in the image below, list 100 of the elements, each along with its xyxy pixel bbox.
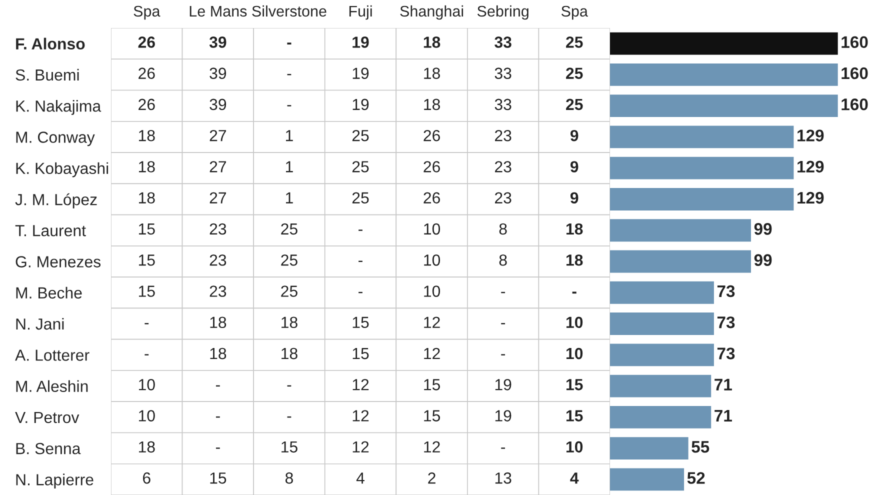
text: -	[501, 354, 506, 356]
data-label: 12	[424, 348, 440, 360]
data-label: 160	[842, 36, 868, 48]
data-label: 13	[495, 472, 512, 484]
text: -	[216, 385, 220, 387]
data-label: 12	[352, 441, 369, 452]
data-label: 26	[424, 130, 440, 142]
data-label: 1	[286, 161, 293, 172]
y-tick-label: V. Petrov	[15, 412, 80, 424]
data-label: 1	[286, 130, 293, 142]
data-label: 18	[138, 441, 155, 453]
data-label: 25	[281, 223, 298, 235]
data-label: 12	[352, 410, 369, 422]
y-tick-label: S. Buemi	[16, 68, 79, 81]
data-label: 18	[282, 316, 298, 328]
data-label: 18	[138, 192, 155, 204]
data-label: 18	[424, 98, 440, 110]
y-tick-label: K. Kobayashi	[16, 162, 108, 178]
data-label: 18	[424, 36, 440, 48]
data-label: 25	[352, 130, 369, 142]
data-label: 18	[210, 316, 226, 328]
data-label: 71	[714, 410, 732, 422]
data-label: 33	[494, 98, 512, 110]
data-label: 15	[282, 441, 298, 453]
data-label: 73	[717, 348, 735, 360]
data-label: 26	[138, 98, 155, 110]
data-label: 129	[798, 160, 824, 173]
data-label: 73	[717, 285, 735, 298]
data-label: 27	[210, 130, 226, 142]
y-tick-label: B. Senna	[16, 442, 81, 454]
y-tick-label: J. M. López	[15, 193, 97, 208]
data-label: 15	[566, 410, 583, 422]
data-label: 6	[143, 472, 150, 484]
y-tick-label: F. Alonso	[16, 38, 85, 50]
data-label: 15	[352, 316, 369, 328]
data-label: 160	[842, 98, 868, 110]
data-label: 23	[210, 286, 226, 297]
data-label: 15	[352, 348, 369, 360]
data-label: 18	[138, 161, 155, 172]
data-label: 10	[566, 348, 583, 360]
data-label: 25	[352, 192, 369, 204]
data-label: 12	[424, 441, 440, 452]
data-label: 19	[495, 410, 512, 422]
x-tick-label: Shanghai	[400, 5, 464, 20]
data-label: 23	[494, 130, 512, 142]
data-label: 8	[499, 254, 507, 266]
text: -	[287, 385, 292, 387]
data-label: 9	[570, 130, 578, 142]
data-label: 33	[494, 36, 512, 48]
data-label: 4	[356, 472, 364, 484]
data-label: 25	[281, 286, 298, 297]
data-label: 10	[138, 410, 155, 422]
data-label: 15	[138, 254, 155, 266]
data-label: 26	[424, 192, 440, 204]
text: -	[287, 42, 292, 45]
y-tick-label: G. Menezes	[16, 256, 101, 268]
data-label: 129	[798, 130, 824, 142]
x-tick-label: Silverstone	[252, 5, 326, 17]
text: -	[287, 416, 292, 418]
text: -	[501, 292, 506, 294]
data-label: 19	[495, 379, 512, 390]
data-label: 23	[210, 254, 226, 266]
x-tick-label: Sebring	[477, 5, 528, 20]
data-label: 18	[138, 130, 155, 142]
data-label: 27	[210, 161, 226, 172]
data-label: 8	[499, 223, 507, 235]
data-label: 9	[570, 192, 578, 204]
data-label: 55	[692, 441, 710, 453]
data-label: 39	[210, 68, 226, 79]
x-tick-label: Le Mans	[190, 6, 247, 17]
data-label: 19	[352, 98, 369, 110]
data-label: 33	[494, 68, 512, 79]
data-label: 25	[352, 161, 369, 172]
data-label: 10	[138, 379, 155, 390]
data-label: 52	[687, 472, 705, 484]
data-label: 25	[281, 254, 298, 266]
y-tick-label: A. Lotterer	[15, 350, 90, 361]
data-label: 10	[566, 441, 583, 453]
y-tick-label: M. Aleshin	[16, 380, 88, 392]
text: -	[287, 105, 292, 106]
data-label: 26	[138, 36, 155, 48]
data-label: 18	[566, 254, 583, 266]
data-label: 19	[352, 68, 369, 79]
data-label: 18	[566, 223, 583, 235]
data-label: 19	[352, 36, 369, 48]
text: -	[358, 230, 362, 231]
data-label: 18	[210, 348, 226, 360]
text: -	[358, 292, 362, 294]
data-label: 9	[570, 161, 578, 172]
data-label: 99	[754, 223, 772, 235]
text: -	[216, 448, 220, 449]
text: -	[144, 354, 149, 356]
x-tick-label: Spa	[134, 6, 160, 20]
data-label: 2	[428, 472, 436, 484]
y-tick-label: M. Beche	[16, 286, 82, 299]
text: -	[501, 323, 506, 324]
data-label: 10	[424, 286, 440, 297]
data-label: 15	[138, 286, 155, 297]
x-tick-label: Fuji	[349, 5, 372, 20]
data-label: 10	[424, 254, 440, 266]
